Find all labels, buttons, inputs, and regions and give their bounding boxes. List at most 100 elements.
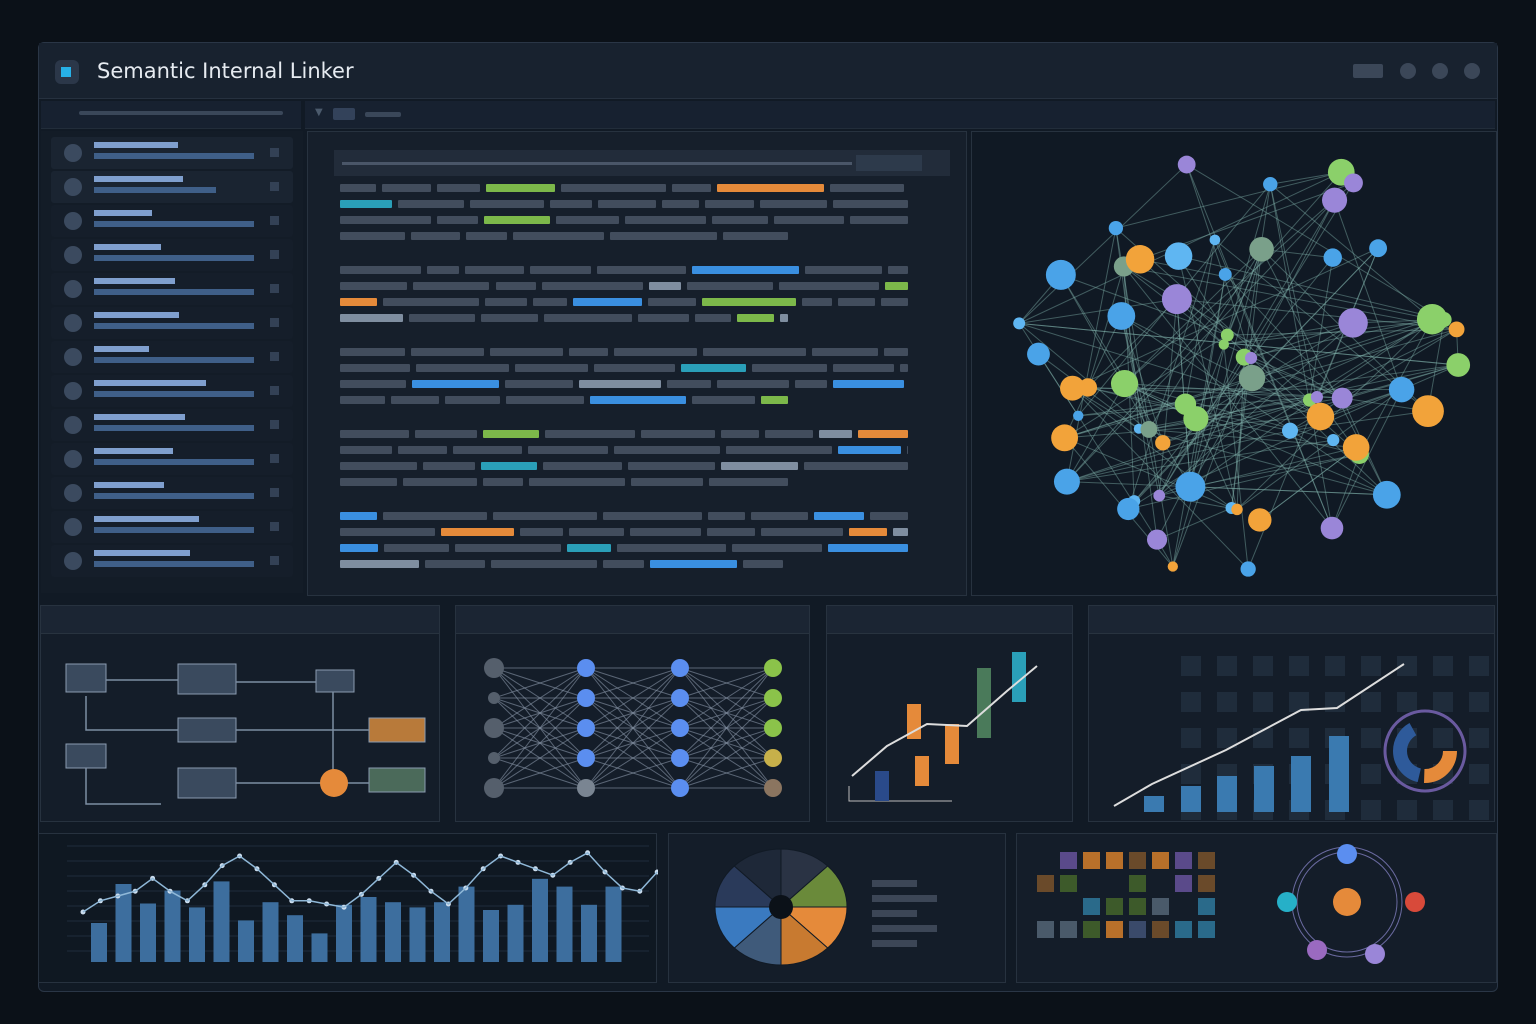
text-token[interactable] bbox=[702, 298, 796, 306]
remove-icon[interactable] bbox=[270, 250, 279, 259]
text-token[interactable] bbox=[892, 528, 908, 536]
sidebar-item[interactable] bbox=[51, 477, 293, 509]
text-token[interactable] bbox=[340, 560, 420, 568]
text-token[interactable] bbox=[779, 314, 788, 322]
text-token[interactable] bbox=[717, 184, 824, 192]
remove-icon[interactable] bbox=[270, 318, 279, 327]
chevron-down-icon[interactable]: ▼ bbox=[315, 107, 323, 118]
sidebar-item[interactable] bbox=[51, 511, 293, 543]
window-control-2[interactable] bbox=[1432, 63, 1448, 79]
remove-icon[interactable] bbox=[270, 352, 279, 361]
text-token[interactable] bbox=[340, 544, 378, 552]
text-token[interactable] bbox=[681, 364, 747, 372]
text-token[interactable] bbox=[441, 528, 515, 536]
search-button[interactable] bbox=[856, 155, 922, 171]
remove-icon[interactable] bbox=[270, 556, 279, 565]
text-token[interactable] bbox=[482, 430, 540, 438]
text-token bbox=[495, 282, 536, 290]
text-token bbox=[647, 298, 697, 306]
cluster-cell bbox=[1060, 921, 1077, 938]
text-token[interactable] bbox=[884, 282, 908, 290]
text-token bbox=[628, 462, 715, 470]
text-token bbox=[340, 266, 422, 274]
trend-bar bbox=[977, 668, 991, 738]
text-token[interactable] bbox=[340, 298, 377, 306]
sidebar-item[interactable] bbox=[51, 239, 293, 271]
toolbar-button[interactable] bbox=[333, 108, 355, 120]
text-token bbox=[709, 478, 788, 486]
remove-icon[interactable] bbox=[270, 386, 279, 395]
text-token[interactable] bbox=[485, 184, 555, 192]
link-edge bbox=[1124, 248, 1262, 384]
sidebar-item[interactable] bbox=[51, 273, 293, 305]
text-token[interactable] bbox=[692, 266, 799, 274]
sidebar-item[interactable] bbox=[51, 307, 293, 339]
page-url-bar bbox=[94, 255, 254, 261]
remove-icon[interactable] bbox=[270, 420, 279, 429]
close-icon[interactable] bbox=[1464, 63, 1480, 79]
sidebar-item[interactable] bbox=[51, 545, 293, 577]
minimize-icon[interactable] bbox=[1353, 64, 1383, 78]
text-token[interactable] bbox=[819, 430, 852, 438]
link-edge bbox=[1038, 353, 1079, 417]
text-token[interactable] bbox=[857, 430, 908, 438]
text-token[interactable] bbox=[737, 314, 774, 322]
page-node bbox=[1013, 317, 1026, 330]
remove-icon[interactable] bbox=[270, 148, 279, 157]
sidebar-item[interactable] bbox=[51, 137, 293, 169]
text-token[interactable] bbox=[832, 380, 904, 388]
text-token[interactable] bbox=[567, 544, 611, 552]
text-token[interactable] bbox=[340, 200, 393, 208]
text-token[interactable] bbox=[720, 462, 798, 470]
link-edge bbox=[1124, 383, 1388, 496]
sidebar-item[interactable] bbox=[51, 341, 293, 373]
text-token[interactable] bbox=[340, 512, 377, 520]
text-token[interactable] bbox=[650, 560, 737, 568]
text-token[interactable] bbox=[411, 380, 500, 388]
remove-icon[interactable] bbox=[270, 488, 279, 497]
remove-icon[interactable] bbox=[270, 522, 279, 531]
window-control-1[interactable] bbox=[1400, 63, 1416, 79]
remove-icon[interactable] bbox=[270, 182, 279, 191]
volume-bar bbox=[483, 910, 499, 962]
text-token[interactable] bbox=[340, 314, 404, 322]
search-input[interactable] bbox=[79, 111, 283, 115]
text-token[interactable] bbox=[828, 544, 908, 552]
text-token[interactable] bbox=[837, 446, 901, 454]
text-token[interactable] bbox=[483, 216, 550, 224]
remove-icon[interactable] bbox=[270, 216, 279, 225]
text-token[interactable] bbox=[578, 380, 662, 388]
remove-icon[interactable] bbox=[270, 284, 279, 293]
link-edge bbox=[1072, 247, 1379, 389]
text-token[interactable] bbox=[649, 282, 682, 290]
volume-bar bbox=[189, 907, 205, 962]
page-node bbox=[1369, 239, 1388, 258]
text-token bbox=[707, 528, 755, 536]
text-token[interactable] bbox=[572, 298, 642, 306]
text-token[interactable] bbox=[589, 396, 687, 404]
remove-icon[interactable] bbox=[270, 454, 279, 463]
series-line bbox=[82, 851, 658, 913]
text-token bbox=[436, 216, 478, 224]
text-token bbox=[759, 200, 828, 208]
text-token[interactable] bbox=[761, 396, 788, 404]
sidebar-item[interactable] bbox=[51, 375, 293, 407]
text-token bbox=[829, 184, 904, 192]
text-token bbox=[712, 216, 769, 224]
link-edge bbox=[1128, 453, 1360, 510]
sidebar-item[interactable] bbox=[51, 171, 293, 203]
link-edge bbox=[1236, 389, 1402, 510]
sidebar-item[interactable] bbox=[51, 205, 293, 237]
page-avatar bbox=[64, 518, 82, 536]
sidebar-item[interactable] bbox=[51, 409, 293, 441]
text-token[interactable] bbox=[849, 528, 887, 536]
link-graph[interactable] bbox=[972, 132, 1498, 597]
text-token bbox=[640, 430, 715, 438]
text-token[interactable] bbox=[481, 462, 537, 470]
link-edge bbox=[1224, 274, 1343, 399]
link-edge bbox=[1176, 299, 1191, 487]
nn-node bbox=[764, 659, 782, 677]
text-token bbox=[687, 282, 773, 290]
text-token[interactable] bbox=[814, 512, 864, 520]
sidebar-item[interactable] bbox=[51, 443, 293, 475]
